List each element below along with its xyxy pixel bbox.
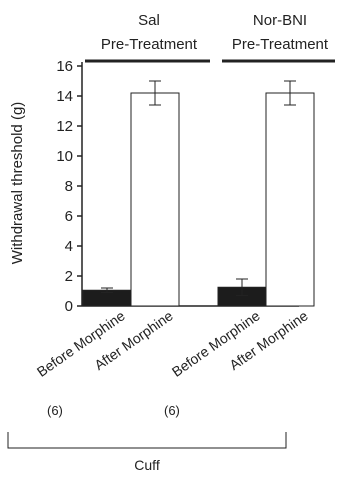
y-tick-label: 16	[56, 58, 73, 75]
y-tick-label: 4	[65, 238, 73, 255]
bars	[82, 92, 315, 307]
group-2-n-label: (6)	[164, 403, 180, 418]
y-axis-ticks: 0 2 4 6 8 10 12 14 16	[56, 58, 82, 315]
group-2-header-line-1: Nor-BNI	[253, 12, 307, 29]
group-1-header-line-2: Pre-Treatment	[101, 36, 198, 53]
y-tick-label: 6	[65, 208, 73, 225]
bar-4	[265, 92, 315, 307]
y-tick-label: 12	[56, 118, 73, 135]
y-tick-label: 8	[65, 178, 73, 195]
error-bars	[101, 80, 296, 296]
y-tick-label: 2	[65, 268, 73, 285]
group-1-n-label: (6)	[47, 403, 63, 418]
y-axis-title: Withdrawal threshold (g)	[9, 102, 26, 265]
y-tick-label: 10	[56, 148, 73, 165]
cuff-label: Cuff	[134, 457, 160, 473]
y-tick-label: 0	[65, 298, 73, 315]
bar-2	[130, 92, 180, 307]
cuff-bracket	[7, 432, 287, 449]
group-1-header-line-1: Sal	[138, 12, 160, 29]
group-2-header-line-2: Pre-Treatment	[232, 36, 329, 53]
y-tick-label: 14	[56, 88, 73, 105]
